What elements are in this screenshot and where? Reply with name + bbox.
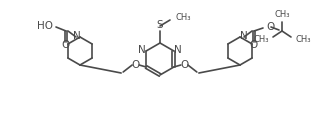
Text: O: O [131, 60, 139, 70]
Text: CH₃: CH₃ [253, 35, 269, 44]
Text: CH₃: CH₃ [295, 35, 310, 44]
Text: N: N [138, 45, 146, 55]
Text: CH₃: CH₃ [175, 13, 190, 22]
Text: O: O [181, 60, 189, 70]
Text: O: O [266, 22, 274, 32]
Text: HO: HO [37, 21, 53, 31]
Text: O: O [62, 40, 70, 50]
Text: N: N [73, 31, 80, 41]
Text: O: O [250, 40, 258, 50]
Text: S: S [157, 20, 163, 30]
Text: N: N [174, 45, 182, 55]
Text: N: N [240, 31, 247, 41]
Text: CH₃: CH₃ [274, 10, 290, 19]
